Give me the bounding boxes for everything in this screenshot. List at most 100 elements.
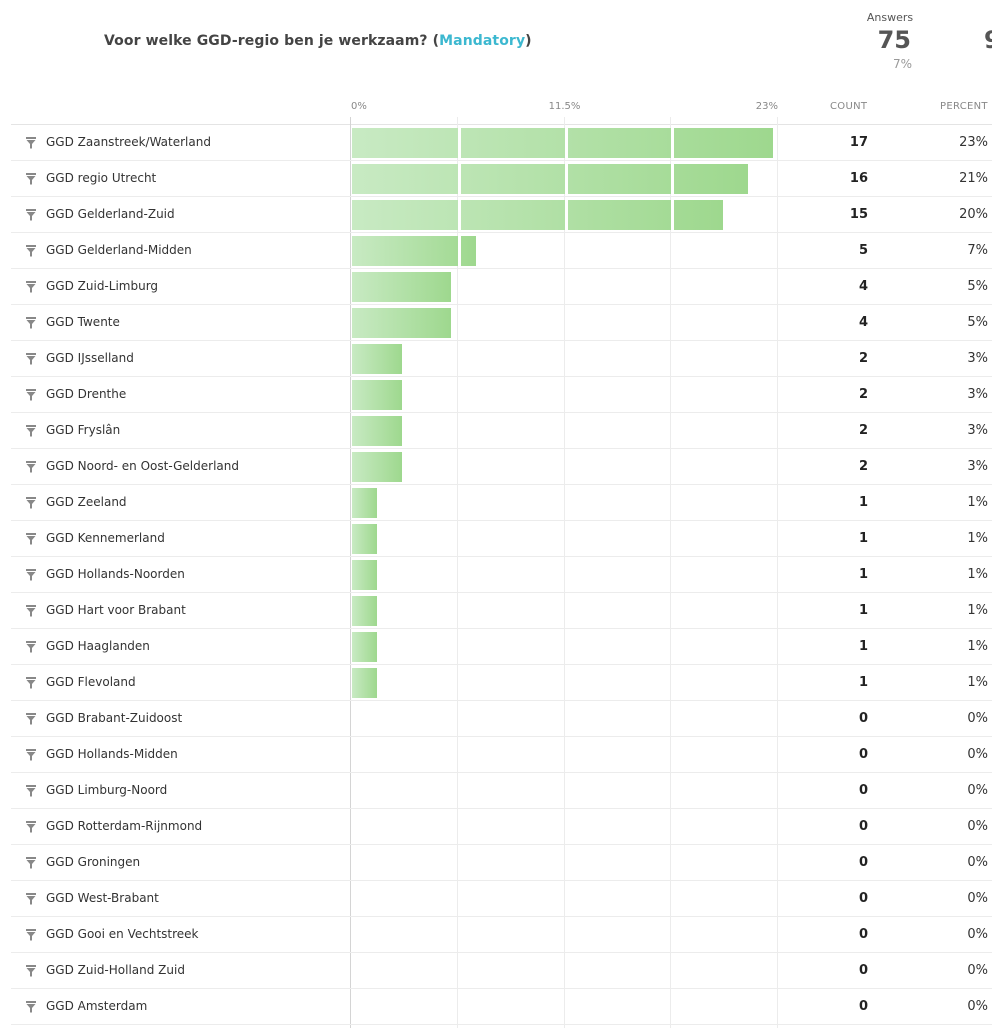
bar-segment-divider bbox=[671, 200, 675, 230]
bar[interactable] bbox=[352, 128, 773, 158]
table-row: GGD Drenthe 2 3% bbox=[11, 377, 992, 413]
percent-value: 1% bbox=[967, 675, 988, 690]
table-row: GGD Noord- en Oost-Gelderland 2 3% bbox=[11, 449, 992, 485]
count-value: 1 bbox=[858, 495, 868, 510]
mandatory-label: Mandatory bbox=[439, 33, 526, 49]
bar[interactable] bbox=[352, 452, 402, 482]
table-row: GGD Brabant-Zuidoost 0 0% bbox=[11, 701, 992, 737]
filter-funnel-icon[interactable] bbox=[26, 713, 36, 725]
category-label: GGD Kennemerland bbox=[46, 531, 165, 545]
filter-funnel-icon[interactable] bbox=[26, 389, 36, 401]
table-row: GGD Gooi en Vechtstreek 0 0% bbox=[11, 917, 992, 953]
bar[interactable] bbox=[352, 272, 451, 302]
table-row: GGD Gelderland-Midden 5 7% bbox=[11, 233, 992, 269]
bar[interactable] bbox=[352, 488, 377, 518]
filter-funnel-icon[interactable] bbox=[26, 497, 36, 509]
bar[interactable] bbox=[352, 164, 749, 194]
category-label: GGD IJsselland bbox=[46, 351, 134, 365]
count-value: 0 bbox=[858, 927, 868, 942]
filter-funnel-icon[interactable] bbox=[26, 1001, 36, 1013]
percent-value: 5% bbox=[967, 279, 988, 294]
filter-funnel-icon[interactable] bbox=[26, 533, 36, 545]
table-row: GGD Hart voor Brabant 1 1% bbox=[11, 593, 992, 629]
bar[interactable] bbox=[352, 560, 377, 590]
count-value: 2 bbox=[858, 423, 868, 438]
bar[interactable] bbox=[352, 200, 724, 230]
bar-segment-divider bbox=[457, 164, 461, 194]
percent-value: 1% bbox=[967, 567, 988, 582]
filter-funnel-icon[interactable] bbox=[26, 821, 36, 833]
gridline bbox=[777, 117, 778, 1028]
filter-funnel-icon[interactable] bbox=[26, 677, 36, 689]
count-value: 4 bbox=[858, 279, 868, 294]
percent-value: 1% bbox=[967, 495, 988, 510]
table-row: GGD Zuid-Limburg 4 5% bbox=[11, 269, 992, 305]
bar[interactable] bbox=[352, 344, 402, 374]
filter-funnel-icon[interactable] bbox=[26, 461, 36, 473]
bar[interactable] bbox=[352, 668, 377, 698]
filter-funnel-icon[interactable] bbox=[26, 857, 36, 869]
table-row: GGD Hollands-Midden 0 0% bbox=[11, 737, 992, 773]
bar[interactable] bbox=[352, 596, 377, 626]
filter-funnel-icon[interactable] bbox=[26, 569, 36, 581]
bar[interactable] bbox=[352, 416, 402, 446]
filter-funnel-icon[interactable] bbox=[26, 317, 36, 329]
bar[interactable] bbox=[352, 632, 377, 662]
bar[interactable] bbox=[352, 308, 451, 338]
percent-value: 0% bbox=[967, 819, 988, 834]
percent-value: 0% bbox=[967, 927, 988, 942]
count-value: 17 bbox=[849, 135, 868, 150]
bar[interactable] bbox=[352, 524, 377, 554]
answers-label: Answers bbox=[866, 11, 914, 24]
count-value: 5 bbox=[858, 243, 868, 258]
filter-funnel-icon[interactable] bbox=[26, 173, 36, 185]
filter-funnel-icon[interactable] bbox=[26, 245, 36, 257]
question-text: Voor welke GGD-regio ben je werkzaam? ( bbox=[104, 33, 440, 49]
answers-clipped-value: 9 bbox=[984, 26, 992, 56]
count-value: 0 bbox=[858, 711, 868, 726]
filter-funnel-icon[interactable] bbox=[26, 893, 36, 905]
filter-funnel-icon[interactable] bbox=[26, 965, 36, 977]
count-column-header: COUNT bbox=[830, 101, 868, 112]
table-row: GGD IJsselland 2 3% bbox=[11, 341, 992, 377]
category-label: GGD Noord- en Oost-Gelderland bbox=[46, 459, 239, 473]
header-divider bbox=[11, 124, 992, 125]
filter-funnel-icon[interactable] bbox=[26, 209, 36, 221]
bar-segment-divider bbox=[457, 200, 461, 230]
percent-value: 0% bbox=[967, 999, 988, 1014]
bar[interactable] bbox=[352, 236, 476, 266]
filter-funnel-icon[interactable] bbox=[26, 749, 36, 761]
bar[interactable] bbox=[352, 380, 402, 410]
filter-funnel-icon[interactable] bbox=[26, 281, 36, 293]
category-label: GGD Gelderland-Zuid bbox=[46, 207, 175, 221]
filter-funnel-icon[interactable] bbox=[26, 605, 36, 617]
filter-funnel-icon[interactable] bbox=[26, 785, 36, 797]
gridline bbox=[563, 117, 565, 1028]
percent-value: 3% bbox=[967, 459, 988, 474]
table-row: GGD Zuid-Holland Zuid 0 0% bbox=[11, 953, 992, 989]
filter-funnel-icon[interactable] bbox=[26, 929, 36, 941]
bar-segment-divider bbox=[457, 128, 461, 158]
filter-funnel-icon[interactable] bbox=[26, 641, 36, 653]
table-row: GGD Limburg-Noord 0 0% bbox=[11, 773, 992, 809]
category-label: GGD Hollands-Midden bbox=[46, 747, 178, 761]
filter-funnel-icon[interactable] bbox=[26, 137, 36, 149]
table-row: GGD Fryslân 2 3% bbox=[11, 413, 992, 449]
answers-count: 75 bbox=[877, 26, 911, 54]
category-label: GGD Zeeland bbox=[46, 495, 127, 509]
gridline bbox=[670, 117, 672, 1028]
bar-segment-divider bbox=[671, 164, 675, 194]
count-value: 2 bbox=[858, 459, 868, 474]
question-close: ) bbox=[525, 33, 532, 49]
bar-segment-divider bbox=[671, 128, 675, 158]
filter-funnel-icon[interactable] bbox=[26, 353, 36, 365]
filter-funnel-icon[interactable] bbox=[26, 425, 36, 437]
category-label: GGD Zaanstreek/Waterland bbox=[46, 135, 211, 149]
category-label: GGD Gelderland-Midden bbox=[46, 243, 192, 257]
table-row: GGD West-Brabant 0 0% bbox=[11, 881, 992, 917]
table-row: GGD Zeeland 1 1% bbox=[11, 485, 992, 521]
table-row: GGD Haaglanden 1 1% bbox=[11, 629, 992, 665]
bar-segment-divider bbox=[564, 128, 568, 158]
count-value: 1 bbox=[858, 603, 868, 618]
bar-segment-divider bbox=[457, 236, 461, 266]
